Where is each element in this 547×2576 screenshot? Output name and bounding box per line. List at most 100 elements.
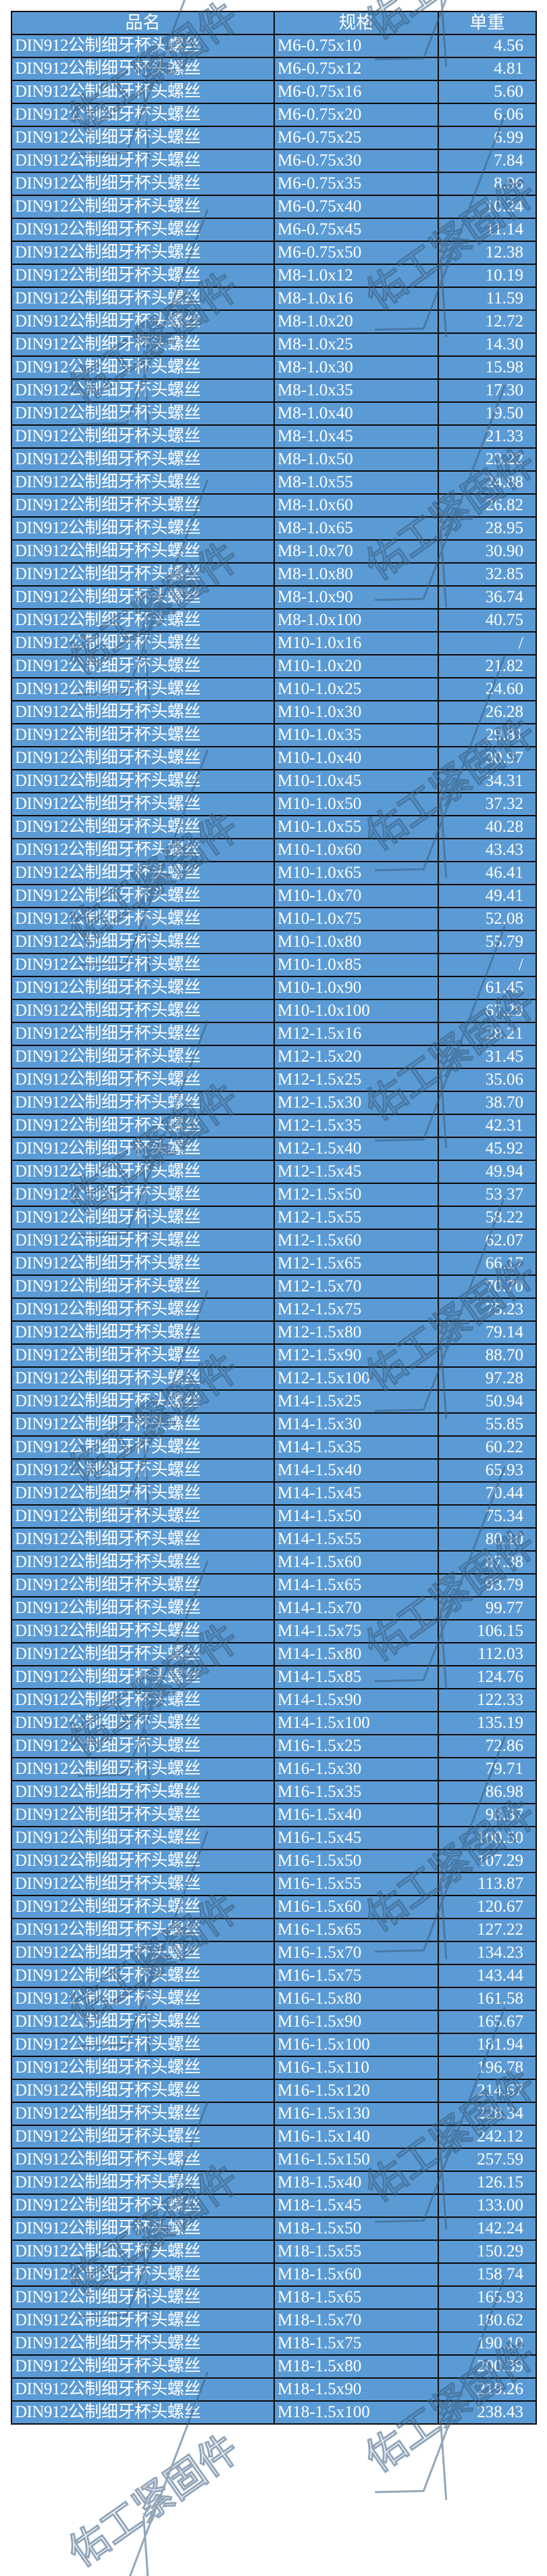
unit-weight-cell: 79.71 — [438, 1757, 537, 1781]
spec-cell: M12-1.5x55 — [274, 1206, 439, 1230]
product-name-cell: DIN912公制细牙杯头螺丝 — [11, 80, 275, 104]
product-name-cell: DIN912公制细牙杯头螺丝 — [11, 1941, 275, 1965]
product-name-cell: DIN912公制细牙杯头螺丝 — [11, 1252, 275, 1276]
product-name-cell: DIN912公制细牙杯头螺丝 — [11, 1137, 275, 1161]
unit-weight-cell: 190.10 — [438, 2331, 537, 2356]
table-row: DIN912公制细牙杯头螺丝 M16-1.5x45 100.50 — [11, 1826, 537, 1850]
table-row: DIN912公制细牙杯头螺丝 M12-1.5x20 31.45 — [11, 1045, 537, 1069]
product-name-cell: DIN912公制细牙杯头螺丝 — [11, 195, 275, 219]
table-row: DIN912公制细牙杯头螺丝 M16-1.5x120 214.67 — [11, 2079, 537, 2103]
unit-weight-cell: 55.85 — [438, 1412, 537, 1437]
spec-cell: M8-1.0x35 — [274, 378, 439, 403]
unit-weight-cell: / — [438, 953, 537, 977]
table-row: DIN912公制细牙杯头螺丝 M10-1.0x30 26.28 — [11, 700, 537, 724]
spec-cell: M12-1.5x40 — [274, 1137, 439, 1161]
unit-weight-cell: 30.90 — [438, 539, 537, 564]
table-row: DIN912公制细牙杯头螺丝 M10-1.0x90 61.45 — [11, 976, 537, 1000]
product-name-cell: DIN912公制细牙杯头螺丝 — [11, 2239, 275, 2264]
product-name-cell: DIN912公制细牙杯头螺丝 — [11, 838, 275, 862]
product-name-cell: DIN912公制细牙杯头螺丝 — [11, 884, 275, 908]
table-row: DIN912公制细牙杯头螺丝 M16-1.5x75 143.44 — [11, 1964, 537, 1988]
unit-weight-cell: 12.38 — [438, 241, 537, 265]
table-row: DIN912公制细牙杯头螺丝 M14-1.5x90 122.33 — [11, 1688, 537, 1712]
product-name-cell: DIN912公制细牙杯头螺丝 — [11, 677, 275, 701]
product-name-cell: DIN912公制细牙杯头螺丝 — [11, 1297, 275, 1322]
spec-cell: M12-1.5x25 — [274, 1068, 439, 1092]
spec-cell: M10-1.0x30 — [274, 700, 439, 724]
spec-cell: M8-1.0x50 — [274, 447, 439, 472]
spec-cell: M12-1.5x16 — [274, 1022, 439, 1046]
table-row: DIN912公制细牙杯头螺丝 M18-1.5x60 158.74 — [11, 2262, 537, 2287]
table-row: DIN912公制细牙杯头螺丝 M10-1.0x25 24.60 — [11, 677, 537, 701]
table-row: DIN912公制细牙杯头螺丝 M14-1.5x40 65.93 — [11, 1458, 537, 1483]
spec-cell: M18-1.5x80 — [274, 2354, 439, 2379]
unit-weight-cell: 97.28 — [438, 1366, 537, 1391]
unit-weight-cell: 158.74 — [438, 2262, 537, 2287]
unit-weight-cell: 200.39 — [438, 2354, 537, 2379]
table-header-row: 品名 规格 单重 — [11, 11, 537, 35]
product-name-cell: DIN912公制细牙杯头螺丝 — [11, 378, 275, 403]
column-header-spec: 规格 — [274, 11, 439, 35]
table-row: DIN912公制细牙杯头螺丝 M8-1.0x35 17.30 — [11, 378, 537, 403]
unit-weight-cell: 43.43 — [438, 838, 537, 862]
table-row: DIN912公制细牙杯头螺丝 M8-1.0x25 14.30 — [11, 332, 537, 357]
unit-weight-cell: 165.93 — [438, 2285, 537, 2310]
product-name-cell: DIN912公制细牙杯头螺丝 — [11, 2262, 275, 2287]
product-name-cell: DIN912公制细牙杯头螺丝 — [11, 1206, 275, 1230]
spec-cell: M18-1.5x55 — [274, 2239, 439, 2264]
unit-weight-cell: 10.19 — [438, 264, 537, 288]
spec-cell: M16-1.5x100 — [274, 2033, 439, 2057]
spec-cell: M10-1.0x90 — [274, 976, 439, 1000]
unit-weight-cell: 122.33 — [438, 1688, 537, 1712]
unit-weight-cell: 112.03 — [438, 1642, 537, 1666]
unit-weight-cell: 113.87 — [438, 1872, 537, 1896]
product-name-cell: DIN912公制细牙杯头螺丝 — [11, 1665, 275, 1689]
unit-weight-cell: 107.29 — [438, 1849, 537, 1873]
table-row: DIN912公制细牙杯头螺丝 M16-1.5x130 228.34 — [11, 2102, 537, 2126]
unit-weight-cell: 75.23 — [438, 1297, 537, 1322]
product-name-cell: DIN912公制细牙杯头螺丝 — [11, 2377, 275, 2402]
spec-cell: M10-1.0x45 — [274, 769, 439, 793]
unit-weight-cell: 219.26 — [438, 2377, 537, 2402]
table-row: DIN912公制细牙杯头螺丝 M10-1.0x50 37.32 — [11, 792, 537, 816]
product-name-cell: DIN912公制细牙杯头螺丝 — [11, 1849, 275, 1873]
product-name-cell: DIN912公制细牙杯头螺丝 — [11, 1642, 275, 1666]
product-name-cell: DIN912公制细牙杯头螺丝 — [11, 1091, 275, 1115]
unit-weight-cell: 6.06 — [438, 103, 537, 127]
spec-cell: M12-1.5x30 — [274, 1091, 439, 1115]
spec-cell: M14-1.5x55 — [274, 1527, 439, 1552]
spec-cell: M18-1.5x75 — [274, 2331, 439, 2356]
table-row: DIN912公制细牙杯头螺丝 M8-1.0x60 26.82 — [11, 493, 537, 518]
product-name-cell: DIN912公制细牙杯头螺丝 — [11, 2102, 275, 2126]
product-name-cell: DIN912公制细牙杯头螺丝 — [11, 1114, 275, 1138]
spec-cell: M8-1.0x25 — [274, 332, 439, 357]
spec-cell: M8-1.0x30 — [274, 355, 439, 380]
spec-cell: M14-1.5x80 — [274, 1642, 439, 1666]
table-row: DIN912公制细牙杯头螺丝 M10-1.0x40 30.97 — [11, 746, 537, 770]
spec-cell: M16-1.5x75 — [274, 1964, 439, 1988]
product-name-cell: DIN912公制细牙杯头螺丝 — [11, 585, 275, 610]
table-row: DIN912公制细牙杯头螺丝 M12-1.5x35 42.31 — [11, 1114, 537, 1138]
table-row: DIN912公制细牙杯头螺丝 M12-1.5x40 45.92 — [11, 1137, 537, 1161]
spec-cell: M6-0.75x25 — [274, 126, 439, 150]
unit-weight-cell: 72.86 — [438, 1734, 537, 1758]
spec-cell: M10-1.0x16 — [274, 631, 439, 655]
unit-weight-cell: 87.38 — [438, 1550, 537, 1575]
spec-cell: M6-0.75x35 — [274, 172, 439, 196]
table-row: DIN912公制细牙杯头螺丝 M16-1.5x40 93.37 — [11, 1803, 537, 1827]
spec-cell: M18-1.5x70 — [274, 2308, 439, 2333]
product-name-cell: DIN912公制细牙杯头螺丝 — [11, 930, 275, 954]
table-row: DIN912公制细牙杯头螺丝 M6-0.75x50 12.38 — [11, 241, 537, 265]
table-row: DIN912公制细牙杯头螺丝 M18-1.5x70 180.62 — [11, 2308, 537, 2333]
spec-cell: M8-1.0x100 — [274, 608, 439, 633]
unit-weight-cell: 45.92 — [438, 1137, 537, 1161]
table-row: DIN912公制细牙杯头螺丝 M16-1.5x100 181.94 — [11, 2033, 537, 2057]
unit-weight-cell: 21.82 — [438, 654, 537, 678]
unit-weight-cell: 5.60 — [438, 80, 537, 104]
spec-cell: M14-1.5x70 — [274, 1596, 439, 1620]
spec-cell: M12-1.5x100 — [274, 1366, 439, 1391]
spec-cell: M12-1.5x80 — [274, 1320, 439, 1345]
unit-weight-cell: 36.74 — [438, 585, 537, 610]
product-name-cell: DIN912公制细牙杯头螺丝 — [11, 2171, 275, 2195]
spec-cell: M16-1.5x65 — [274, 1918, 439, 1942]
